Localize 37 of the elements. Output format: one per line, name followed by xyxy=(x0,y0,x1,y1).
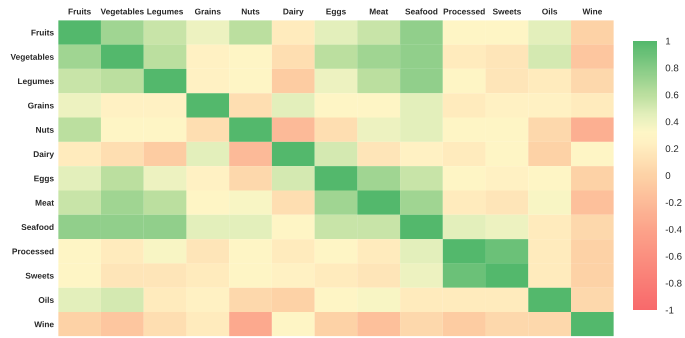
x-tick-label: Dairy xyxy=(283,8,304,16)
y-tick-label: Oils xyxy=(38,296,54,303)
color-bar-label: 0 xyxy=(666,172,670,180)
y-tick-label: Processed xyxy=(12,248,54,254)
color-bar-label: -0.8 xyxy=(666,280,682,287)
color-bar-label: 0.8 xyxy=(666,64,678,72)
x-tick-label: Legumes xyxy=(147,8,184,16)
y-tick-label: Fruits xyxy=(31,29,54,36)
x-tick-label: Grains xyxy=(194,8,221,14)
y-tick-label: Sweets xyxy=(26,272,54,279)
color-bar-label: -0.2 xyxy=(666,199,682,206)
y-tick-label: Vegetables xyxy=(10,54,54,62)
y-tick-label: Seafood xyxy=(21,224,54,230)
color-bar-label: -1 xyxy=(666,306,674,314)
x-tick-label: Processed xyxy=(444,8,485,14)
color-bar-label: 0.4 xyxy=(666,118,678,126)
color-bar-label: -0.6 xyxy=(666,252,682,260)
color-bar-label: 0.2 xyxy=(666,145,678,152)
x-tick-label: Meat xyxy=(370,8,388,14)
x-tick-label: Nuts xyxy=(242,8,260,14)
color-bar-label: 0.6 xyxy=(666,91,678,98)
color-bar-label: 1 xyxy=(666,38,670,44)
y-tick-label: Nuts xyxy=(36,126,54,133)
x-tick-label: Sweets xyxy=(492,8,521,14)
color-bar-label: -0.4 xyxy=(666,226,682,233)
x-tick-label: Oils xyxy=(542,8,558,14)
y-tick-label: Meat xyxy=(36,200,54,206)
x-tick-label: Vegetables xyxy=(100,8,144,16)
y-tick-label: Legumes xyxy=(18,78,54,86)
x-tick-label: Fruits xyxy=(68,8,91,14)
y-tick-label: Wine xyxy=(34,321,54,328)
y-tick-label: Dairy xyxy=(34,150,54,159)
x-tick-label: Seafood xyxy=(405,8,438,14)
x-tick-label: Wine xyxy=(582,8,602,14)
x-tick-label: Eggs xyxy=(326,8,346,16)
y-tick-label: Grains xyxy=(28,102,54,108)
y-tick-label: Eggs xyxy=(34,176,54,184)
